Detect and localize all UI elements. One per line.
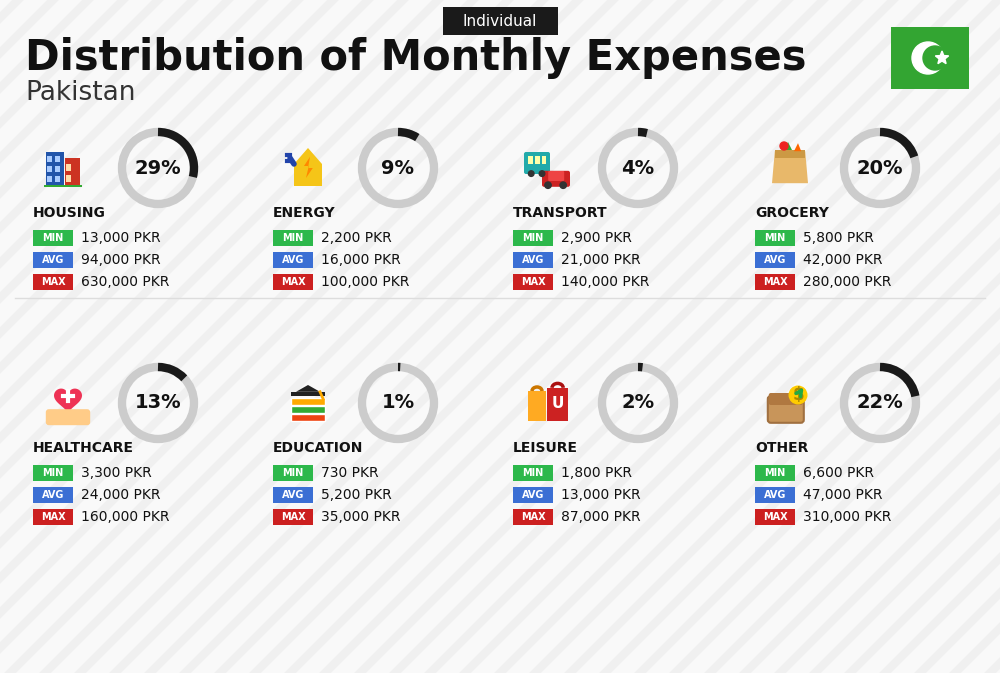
Polygon shape bbox=[772, 151, 808, 183]
Polygon shape bbox=[935, 51, 949, 64]
Text: 42,000 PKR: 42,000 PKR bbox=[803, 253, 883, 267]
Polygon shape bbox=[294, 148, 322, 186]
Text: Individual: Individual bbox=[463, 13, 537, 28]
FancyBboxPatch shape bbox=[55, 156, 60, 162]
FancyBboxPatch shape bbox=[442, 7, 558, 35]
Text: Pakistan: Pakistan bbox=[25, 80, 136, 106]
FancyBboxPatch shape bbox=[273, 509, 313, 525]
Text: EDUCATION: EDUCATION bbox=[273, 441, 363, 455]
Text: 1%: 1% bbox=[381, 394, 415, 413]
FancyBboxPatch shape bbox=[535, 156, 540, 164]
FancyBboxPatch shape bbox=[47, 166, 52, 172]
Text: 13,000 PKR: 13,000 PKR bbox=[81, 231, 161, 245]
Text: 13%: 13% bbox=[135, 394, 181, 413]
Text: MIN: MIN bbox=[282, 468, 304, 478]
Circle shape bbox=[560, 182, 566, 188]
Polygon shape bbox=[784, 142, 792, 150]
FancyBboxPatch shape bbox=[513, 274, 553, 290]
Polygon shape bbox=[304, 157, 313, 178]
FancyBboxPatch shape bbox=[33, 230, 73, 246]
FancyBboxPatch shape bbox=[755, 274, 795, 290]
Text: 280,000 PKR: 280,000 PKR bbox=[803, 275, 891, 289]
Text: 3,300 PKR: 3,300 PKR bbox=[81, 466, 152, 480]
FancyBboxPatch shape bbox=[528, 156, 533, 164]
Circle shape bbox=[912, 42, 944, 74]
Text: 47,000 PKR: 47,000 PKR bbox=[803, 488, 883, 502]
Circle shape bbox=[545, 182, 551, 188]
Text: MIN: MIN bbox=[522, 468, 544, 478]
FancyBboxPatch shape bbox=[33, 252, 73, 268]
Text: MAX: MAX bbox=[281, 277, 305, 287]
FancyBboxPatch shape bbox=[44, 185, 82, 187]
Text: Distribution of Monthly Expenses: Distribution of Monthly Expenses bbox=[25, 37, 806, 79]
Text: TRANSPORT: TRANSPORT bbox=[513, 206, 608, 220]
Text: 24,000 PKR: 24,000 PKR bbox=[81, 488, 160, 502]
Polygon shape bbox=[528, 391, 546, 421]
Text: HOUSING: HOUSING bbox=[33, 206, 106, 220]
FancyBboxPatch shape bbox=[513, 487, 553, 503]
Text: 16,000 PKR: 16,000 PKR bbox=[321, 253, 401, 267]
FancyBboxPatch shape bbox=[273, 230, 313, 246]
FancyBboxPatch shape bbox=[47, 176, 52, 182]
FancyBboxPatch shape bbox=[755, 465, 795, 481]
FancyBboxPatch shape bbox=[46, 152, 64, 186]
Text: 94,000 PKR: 94,000 PKR bbox=[81, 253, 161, 267]
Text: 160,000 PKR: 160,000 PKR bbox=[81, 510, 170, 524]
Text: 310,000 PKR: 310,000 PKR bbox=[803, 510, 891, 524]
Circle shape bbox=[539, 171, 545, 176]
FancyBboxPatch shape bbox=[524, 152, 550, 174]
FancyBboxPatch shape bbox=[775, 150, 805, 158]
Text: 2,900 PKR: 2,900 PKR bbox=[561, 231, 632, 245]
FancyBboxPatch shape bbox=[291, 392, 325, 396]
Text: AVG: AVG bbox=[282, 490, 304, 500]
Text: MIN: MIN bbox=[42, 233, 64, 243]
Text: 140,000 PKR: 140,000 PKR bbox=[561, 275, 649, 289]
Text: MIN: MIN bbox=[42, 468, 64, 478]
FancyBboxPatch shape bbox=[46, 409, 90, 425]
Text: 35,000 PKR: 35,000 PKR bbox=[321, 510, 400, 524]
FancyBboxPatch shape bbox=[33, 465, 73, 481]
Text: GROCERY: GROCERY bbox=[755, 206, 829, 220]
Text: $: $ bbox=[792, 386, 804, 404]
Text: MAX: MAX bbox=[41, 512, 65, 522]
FancyBboxPatch shape bbox=[755, 487, 795, 503]
Text: 630,000 PKR: 630,000 PKR bbox=[81, 275, 169, 289]
FancyBboxPatch shape bbox=[33, 487, 73, 503]
Text: 1,800 PKR: 1,800 PKR bbox=[561, 466, 632, 480]
Text: MAX: MAX bbox=[763, 277, 787, 287]
Polygon shape bbox=[54, 388, 82, 414]
FancyBboxPatch shape bbox=[755, 252, 795, 268]
FancyBboxPatch shape bbox=[273, 274, 313, 290]
Text: 5,200 PKR: 5,200 PKR bbox=[321, 488, 392, 502]
Text: AVG: AVG bbox=[764, 255, 786, 265]
FancyBboxPatch shape bbox=[55, 166, 60, 172]
FancyBboxPatch shape bbox=[33, 509, 73, 525]
FancyBboxPatch shape bbox=[548, 171, 564, 181]
FancyBboxPatch shape bbox=[513, 465, 553, 481]
FancyBboxPatch shape bbox=[66, 175, 71, 182]
Text: AVG: AVG bbox=[282, 255, 304, 265]
FancyBboxPatch shape bbox=[47, 156, 52, 162]
Text: 100,000 PKR: 100,000 PKR bbox=[321, 275, 409, 289]
FancyBboxPatch shape bbox=[273, 465, 313, 481]
FancyBboxPatch shape bbox=[273, 487, 313, 503]
FancyBboxPatch shape bbox=[273, 252, 313, 268]
Circle shape bbox=[789, 386, 807, 404]
Text: 6,600 PKR: 6,600 PKR bbox=[803, 466, 874, 480]
Text: MIN: MIN bbox=[522, 233, 544, 243]
Polygon shape bbox=[794, 143, 801, 151]
Text: MAX: MAX bbox=[41, 277, 65, 287]
Text: 13,000 PKR: 13,000 PKR bbox=[561, 488, 641, 502]
Text: ENERGY: ENERGY bbox=[273, 206, 336, 220]
FancyBboxPatch shape bbox=[755, 230, 795, 246]
FancyBboxPatch shape bbox=[542, 171, 570, 187]
Text: 4%: 4% bbox=[621, 159, 655, 178]
Text: 29%: 29% bbox=[135, 159, 181, 178]
FancyBboxPatch shape bbox=[513, 252, 553, 268]
Text: OTHER: OTHER bbox=[755, 441, 808, 455]
Text: 87,000 PKR: 87,000 PKR bbox=[561, 510, 641, 524]
Text: LEISURE: LEISURE bbox=[513, 441, 578, 455]
Polygon shape bbox=[547, 388, 568, 421]
Text: 20%: 20% bbox=[857, 159, 903, 178]
